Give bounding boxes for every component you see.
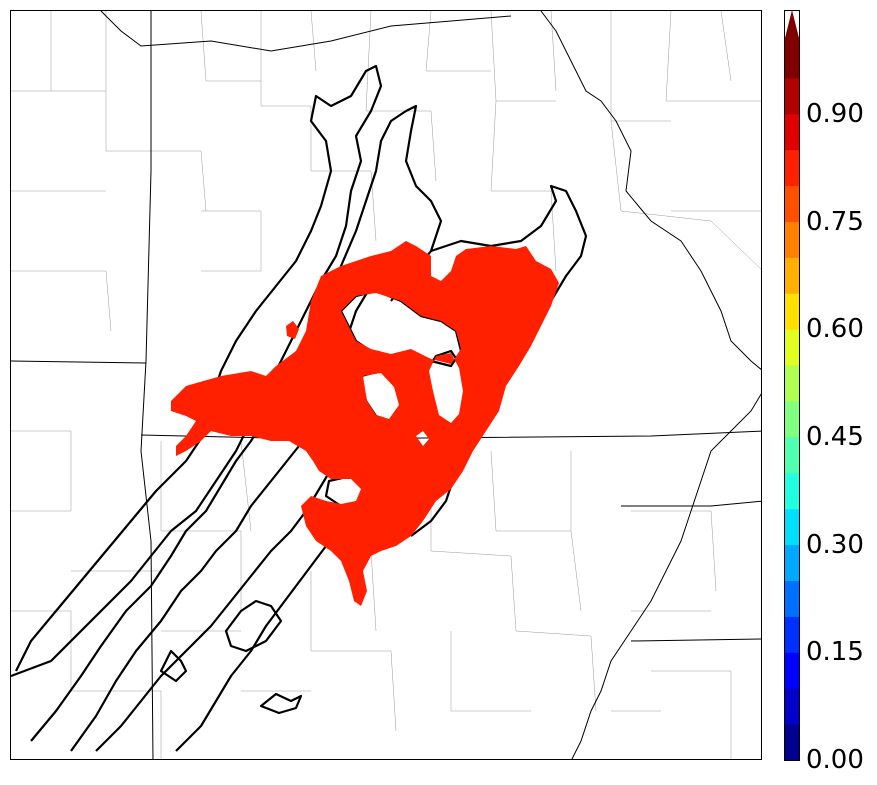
colorbar-band [784, 365, 800, 402]
colorbar-extend-arrow [784, 10, 800, 42]
colorbar-tick-label: 0.00 [806, 745, 864, 775]
colorbar-tick-label: 0.90 [806, 98, 864, 129]
colorbar-band [784, 185, 800, 222]
colorbar-band [784, 221, 800, 258]
colorbar-tick-label: 0.45 [806, 421, 864, 452]
colorbar-tick-label: 0.60 [806, 314, 864, 345]
colorbar-band [784, 508, 800, 546]
probability-fill [171, 241, 559, 606]
colorbar-band [784, 652, 800, 689]
colorbar-bands [784, 42, 800, 761]
colorbar-band [784, 77, 800, 115]
colorbar-band [784, 472, 800, 510]
county-boundaries [11, 11, 761, 759]
colorbar-band [784, 724, 800, 761]
map-canvas [11, 11, 761, 759]
colorbar-tick-label: 0.75 [806, 206, 864, 237]
colorbar-band [784, 329, 800, 366]
state-boundaries [11, 11, 761, 759]
colorbar-tick-label: 0.15 [806, 637, 864, 668]
colorbar-band [784, 580, 800, 617]
colorbar [784, 10, 800, 761]
colorbar-band [784, 688, 800, 725]
colorbar-band [784, 113, 800, 151]
colorbar-tick-label: 0.30 [806, 529, 864, 560]
colorbar-band [784, 257, 800, 294]
colorbar-outline [784, 10, 800, 761]
colorbar-band [784, 293, 800, 330]
colorbar-band [784, 616, 800, 653]
colorbar-band [784, 149, 800, 187]
colorbar-band [784, 436, 800, 474]
colorbar-band [784, 401, 800, 438]
colorbar-band [784, 544, 800, 581]
map-panel [10, 10, 762, 760]
colorbar-band [784, 42, 800, 79]
